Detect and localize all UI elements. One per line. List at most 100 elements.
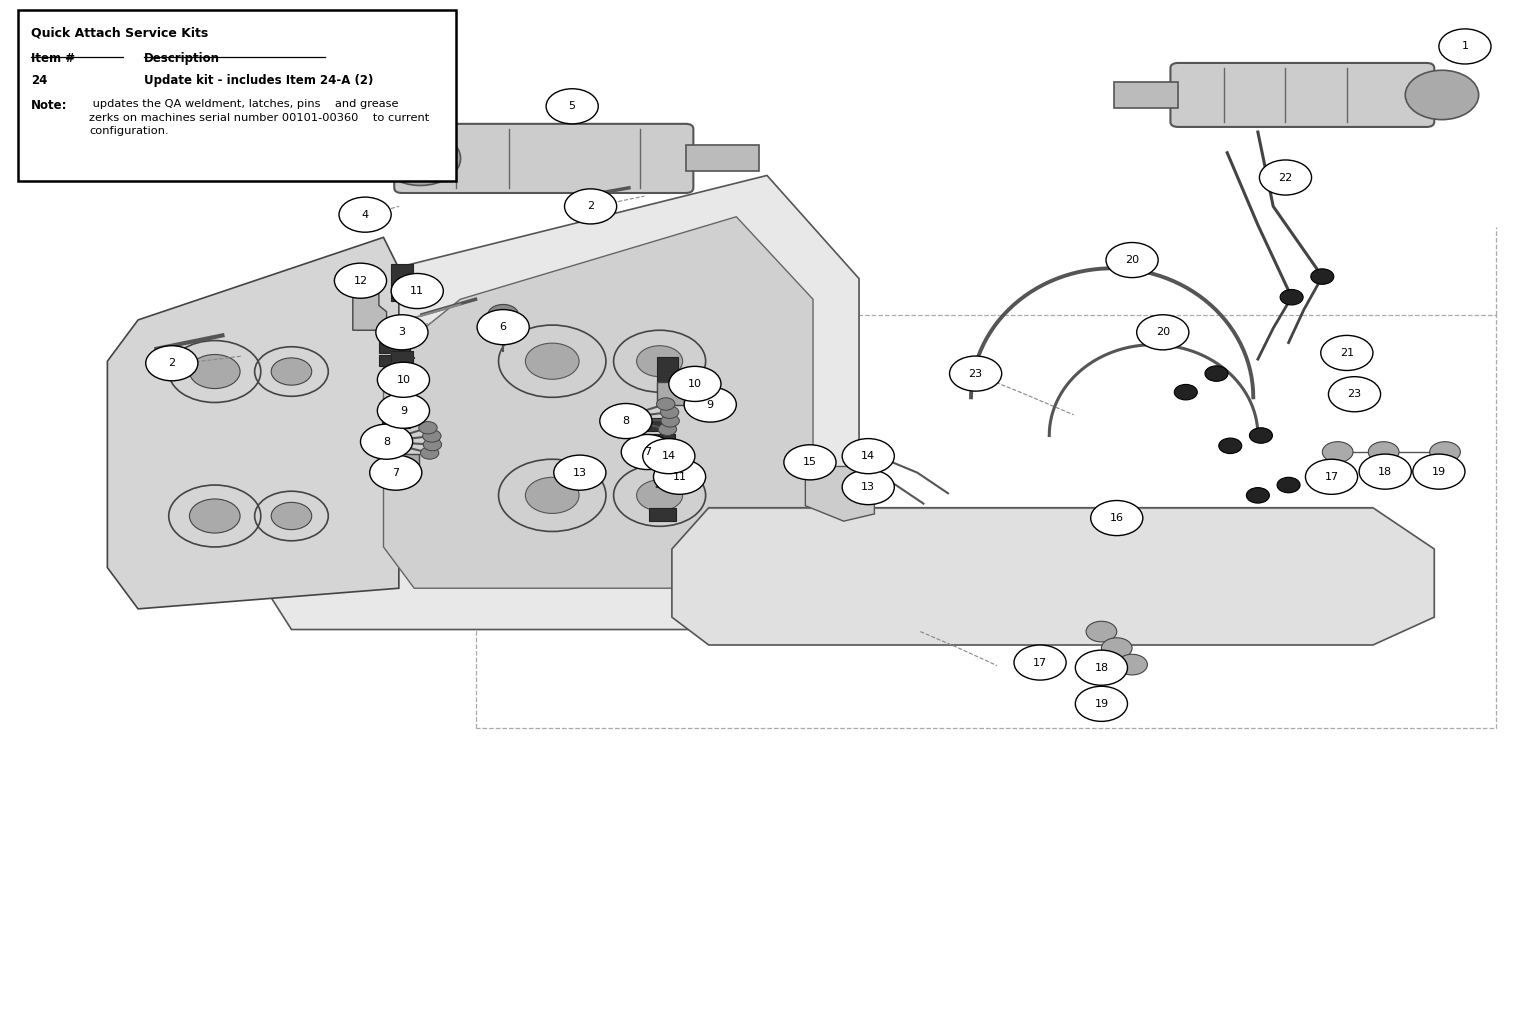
Circle shape [637, 480, 683, 511]
Text: 14: 14 [861, 451, 876, 461]
Text: 13: 13 [861, 482, 876, 492]
Circle shape [370, 455, 422, 490]
Text: Quick Attach Service Kits: Quick Attach Service Kits [31, 27, 209, 40]
Text: 7: 7 [644, 447, 650, 457]
Text: Update kit - includes Item 24-A (2): Update kit - includes Item 24-A (2) [144, 74, 374, 88]
Bar [644, 434, 675, 446]
Text: 23: 23 [1347, 389, 1362, 399]
Circle shape [1259, 160, 1312, 195]
Text: 19: 19 [1431, 466, 1447, 477]
Bar [1114, 82, 1178, 108]
Circle shape [190, 355, 239, 389]
Bar [379, 325, 410, 338]
Circle shape [1137, 315, 1189, 350]
Text: 15: 15 [802, 457, 818, 467]
Circle shape [1430, 442, 1460, 462]
Circle shape [1246, 487, 1270, 504]
Circle shape [488, 304, 518, 325]
Text: Description: Description [144, 52, 221, 65]
Polygon shape [353, 285, 387, 330]
Bar [391, 351, 413, 394]
Circle shape [334, 263, 387, 298]
Circle shape [1405, 70, 1479, 120]
Circle shape [643, 439, 695, 474]
Circle shape [1413, 454, 1465, 489]
FancyBboxPatch shape [18, 10, 456, 181]
Circle shape [423, 439, 442, 451]
Circle shape [684, 387, 736, 422]
Text: 9: 9 [707, 399, 713, 410]
Circle shape [1321, 335, 1373, 370]
Circle shape [377, 362, 430, 397]
Circle shape [950, 356, 1002, 391]
Text: 18: 18 [1094, 663, 1109, 673]
Text: 14: 14 [661, 451, 676, 461]
Text: 1: 1 [1462, 41, 1468, 52]
Text: 11: 11 [672, 472, 687, 482]
Circle shape [1310, 269, 1335, 285]
Circle shape [1368, 442, 1399, 462]
Circle shape [637, 346, 683, 377]
Circle shape [1328, 377, 1381, 412]
Circle shape [423, 429, 442, 442]
Text: 24: 24 [31, 74, 48, 88]
Circle shape [420, 447, 439, 459]
Bar [657, 357, 678, 394]
Text: 17: 17 [1032, 657, 1048, 668]
Text: 20: 20 [1124, 255, 1140, 265]
Circle shape [1439, 29, 1491, 64]
Polygon shape [672, 508, 1434, 645]
Circle shape [1091, 501, 1143, 536]
Circle shape [1117, 654, 1147, 675]
Text: 9: 9 [400, 406, 407, 416]
Text: 2: 2 [169, 358, 175, 368]
Circle shape [554, 455, 606, 490]
Circle shape [784, 445, 836, 480]
Circle shape [419, 421, 437, 433]
Circle shape [1204, 365, 1227, 381]
FancyBboxPatch shape [1170, 63, 1434, 127]
Circle shape [360, 424, 413, 459]
Bar [649, 508, 676, 521]
Circle shape [376, 315, 428, 350]
Circle shape [1218, 439, 1243, 454]
Text: 3: 3 [399, 327, 405, 337]
Circle shape [272, 503, 311, 529]
Circle shape [1279, 289, 1304, 305]
Circle shape [1075, 686, 1127, 721]
Text: updates the QA weldment, latches, pins    and grease
zerks on machines serial nu: updates the QA weldment, latches, pins a… [89, 99, 430, 136]
Circle shape [1322, 442, 1353, 462]
Circle shape [669, 366, 721, 401]
Circle shape [1101, 638, 1132, 658]
Circle shape [1249, 427, 1272, 444]
Circle shape [146, 346, 198, 381]
Circle shape [1075, 650, 1127, 685]
Text: 6: 6 [500, 322, 506, 332]
Text: 17: 17 [1324, 472, 1339, 482]
Circle shape [272, 358, 311, 385]
Text: 21: 21 [1339, 348, 1355, 358]
Circle shape [477, 310, 529, 345]
Text: 19: 19 [1094, 699, 1109, 709]
Circle shape [842, 470, 894, 505]
Text: 18: 18 [1378, 466, 1393, 477]
Polygon shape [384, 217, 813, 588]
Circle shape [1276, 477, 1301, 493]
Text: Note:: Note: [31, 99, 67, 112]
Bar [379, 355, 410, 366]
Text: 7: 7 [393, 467, 399, 478]
Circle shape [525, 343, 580, 380]
Polygon shape [805, 466, 874, 521]
Text: 8: 8 [384, 437, 390, 447]
Circle shape [1174, 384, 1197, 399]
Circle shape [525, 477, 580, 514]
Circle shape [391, 273, 443, 309]
Bar [391, 454, 419, 477]
Polygon shape [107, 237, 399, 609]
Circle shape [842, 439, 894, 474]
Text: 10: 10 [396, 375, 411, 385]
Circle shape [621, 434, 673, 470]
Text: 12: 12 [353, 276, 368, 286]
Bar [391, 264, 413, 301]
Text: 13: 13 [572, 467, 588, 478]
